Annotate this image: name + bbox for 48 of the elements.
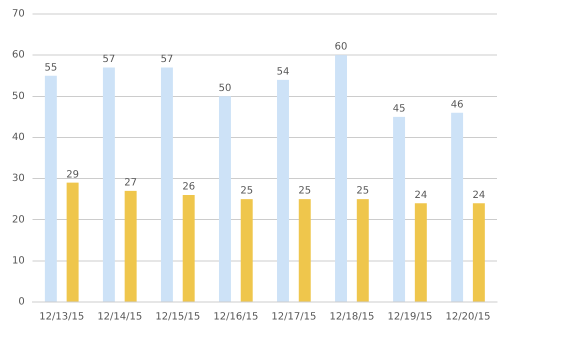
data-label: 60 [334,42,348,53]
x-tick-label: 12/16/15 [213,312,258,323]
y-tick-label: 10 [12,255,25,266]
bar [414,203,427,302]
bar [102,67,115,302]
bar [218,96,231,302]
data-label: 55 [44,62,58,74]
y-tick-label: 60 [12,50,25,61]
x-tick-label: 12/17/15 [271,312,316,323]
bar [472,203,485,302]
bar [451,112,464,302]
data-label: 57 [160,54,174,66]
data-label: 27 [124,178,138,189]
bar [240,199,253,302]
data-label: 45 [392,103,406,114]
y-tick-label: 0 [18,296,25,308]
x-tick-label: 12/15/15 [155,312,200,323]
data-label: 25 [240,186,254,197]
y-tick-label: 40 [12,132,25,144]
data-label: 25 [298,186,312,197]
x-tick-label: 12/14/15 [97,312,142,323]
data-label: 25 [356,186,370,197]
data-label: 46 [450,99,464,110]
x-tick-label: 12/18/15 [329,312,374,323]
data-label: 57 [102,54,116,66]
bar [298,199,311,302]
data-label: 54 [276,66,290,78]
bar [124,190,137,302]
bar [44,76,57,302]
y-tick-label: 50 [12,90,25,102]
y-tick-label: 30 [12,173,25,184]
bar [160,67,173,302]
y-tick-label: 20 [12,214,25,226]
x-tick-label: 12/13/15 [39,312,84,323]
bar [277,80,289,302]
y-tick-label: 70 [12,8,25,20]
data-label: 29 [66,169,79,180]
data-label: 50 [218,82,232,94]
bar [182,195,195,302]
bar [393,116,406,302]
bar [66,182,79,302]
x-tick-label: 12/20/15 [446,312,490,323]
data-label: 24 [472,190,486,201]
bar [356,199,369,302]
bar [335,55,348,302]
data-label: 26 [182,182,196,193]
data-label: 24 [414,190,428,201]
x-tick-label: 12/19/15 [387,312,432,323]
